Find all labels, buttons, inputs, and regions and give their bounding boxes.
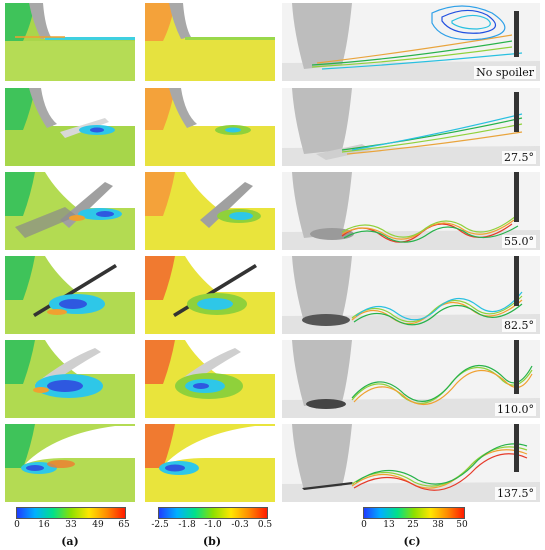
panel-letter-c: (c) [403, 535, 421, 548]
row-angle-label: 110.0° [495, 403, 536, 416]
colorbar-a-tick: 0 [14, 520, 20, 530]
colorbar-b-tick: 0.5 [257, 520, 273, 530]
row-angle-label: 137.5° [495, 487, 536, 500]
colorbar-b-tick: -1.0 [204, 520, 222, 530]
contour-b-row-55-0 [145, 172, 275, 250]
streamline-c-row-82-5: 82.5° [282, 256, 540, 334]
streamline-c-row-27-5: 27.5° [282, 88, 540, 166]
row-angle-label: No spoiler [474, 66, 536, 79]
streamline-c-row-no-spoiler: No spoiler [282, 3, 540, 81]
colorbar-c [363, 507, 465, 519]
colorbar-a-tick: 16 [38, 520, 50, 530]
colorbar-c-tick: 50 [456, 520, 468, 530]
contour-a-row-137-5 [5, 424, 135, 502]
colorbar-a [16, 507, 126, 519]
contour-b-row-110-0 [145, 340, 275, 418]
row-angle-label: 82.5° [502, 319, 536, 332]
colorbar-c-tick: 38 [432, 520, 444, 530]
colorbar-c-tick: 0 [361, 520, 367, 530]
colorbar-b-tick: -1.8 [178, 520, 196, 530]
contour-a-row-27-5 [5, 88, 135, 166]
colorbar-a-tick: 65 [118, 520, 130, 530]
contour-a-row-110-0 [5, 340, 135, 418]
contour-b-row-82-5 [145, 256, 275, 334]
colorbar-c-tick: 13 [383, 520, 395, 530]
streamline-c-row-110-0: 110.0° [282, 340, 540, 418]
colorbar-c-tick: 25 [407, 520, 419, 530]
colorbar-a-tick: 49 [92, 520, 104, 530]
streamline-c-row-137-5: 137.5° [282, 424, 540, 502]
colorbar-a-tick: 33 [65, 520, 77, 530]
colorbar-b-tick: -0.3 [231, 520, 249, 530]
contour-b-row-no-spoiler [145, 3, 275, 81]
contour-a-row-no-spoiler [5, 3, 135, 81]
panel-letter-b: (b) [202, 535, 222, 548]
colorbar-b-tick: -2.5 [151, 520, 169, 530]
contour-b-row-137-5 [145, 424, 275, 502]
row-angle-label: 27.5° [502, 151, 536, 164]
contour-b-row-27-5 [145, 88, 275, 166]
row-angle-label: 55.0° [502, 235, 536, 248]
contour-a-row-82-5 [5, 256, 135, 334]
streamline-c-row-55-0: 55.0° [282, 172, 540, 250]
colorbar-b [158, 507, 268, 519]
contour-a-row-55-0 [5, 172, 135, 250]
panel-letter-a: (a) [61, 535, 79, 548]
